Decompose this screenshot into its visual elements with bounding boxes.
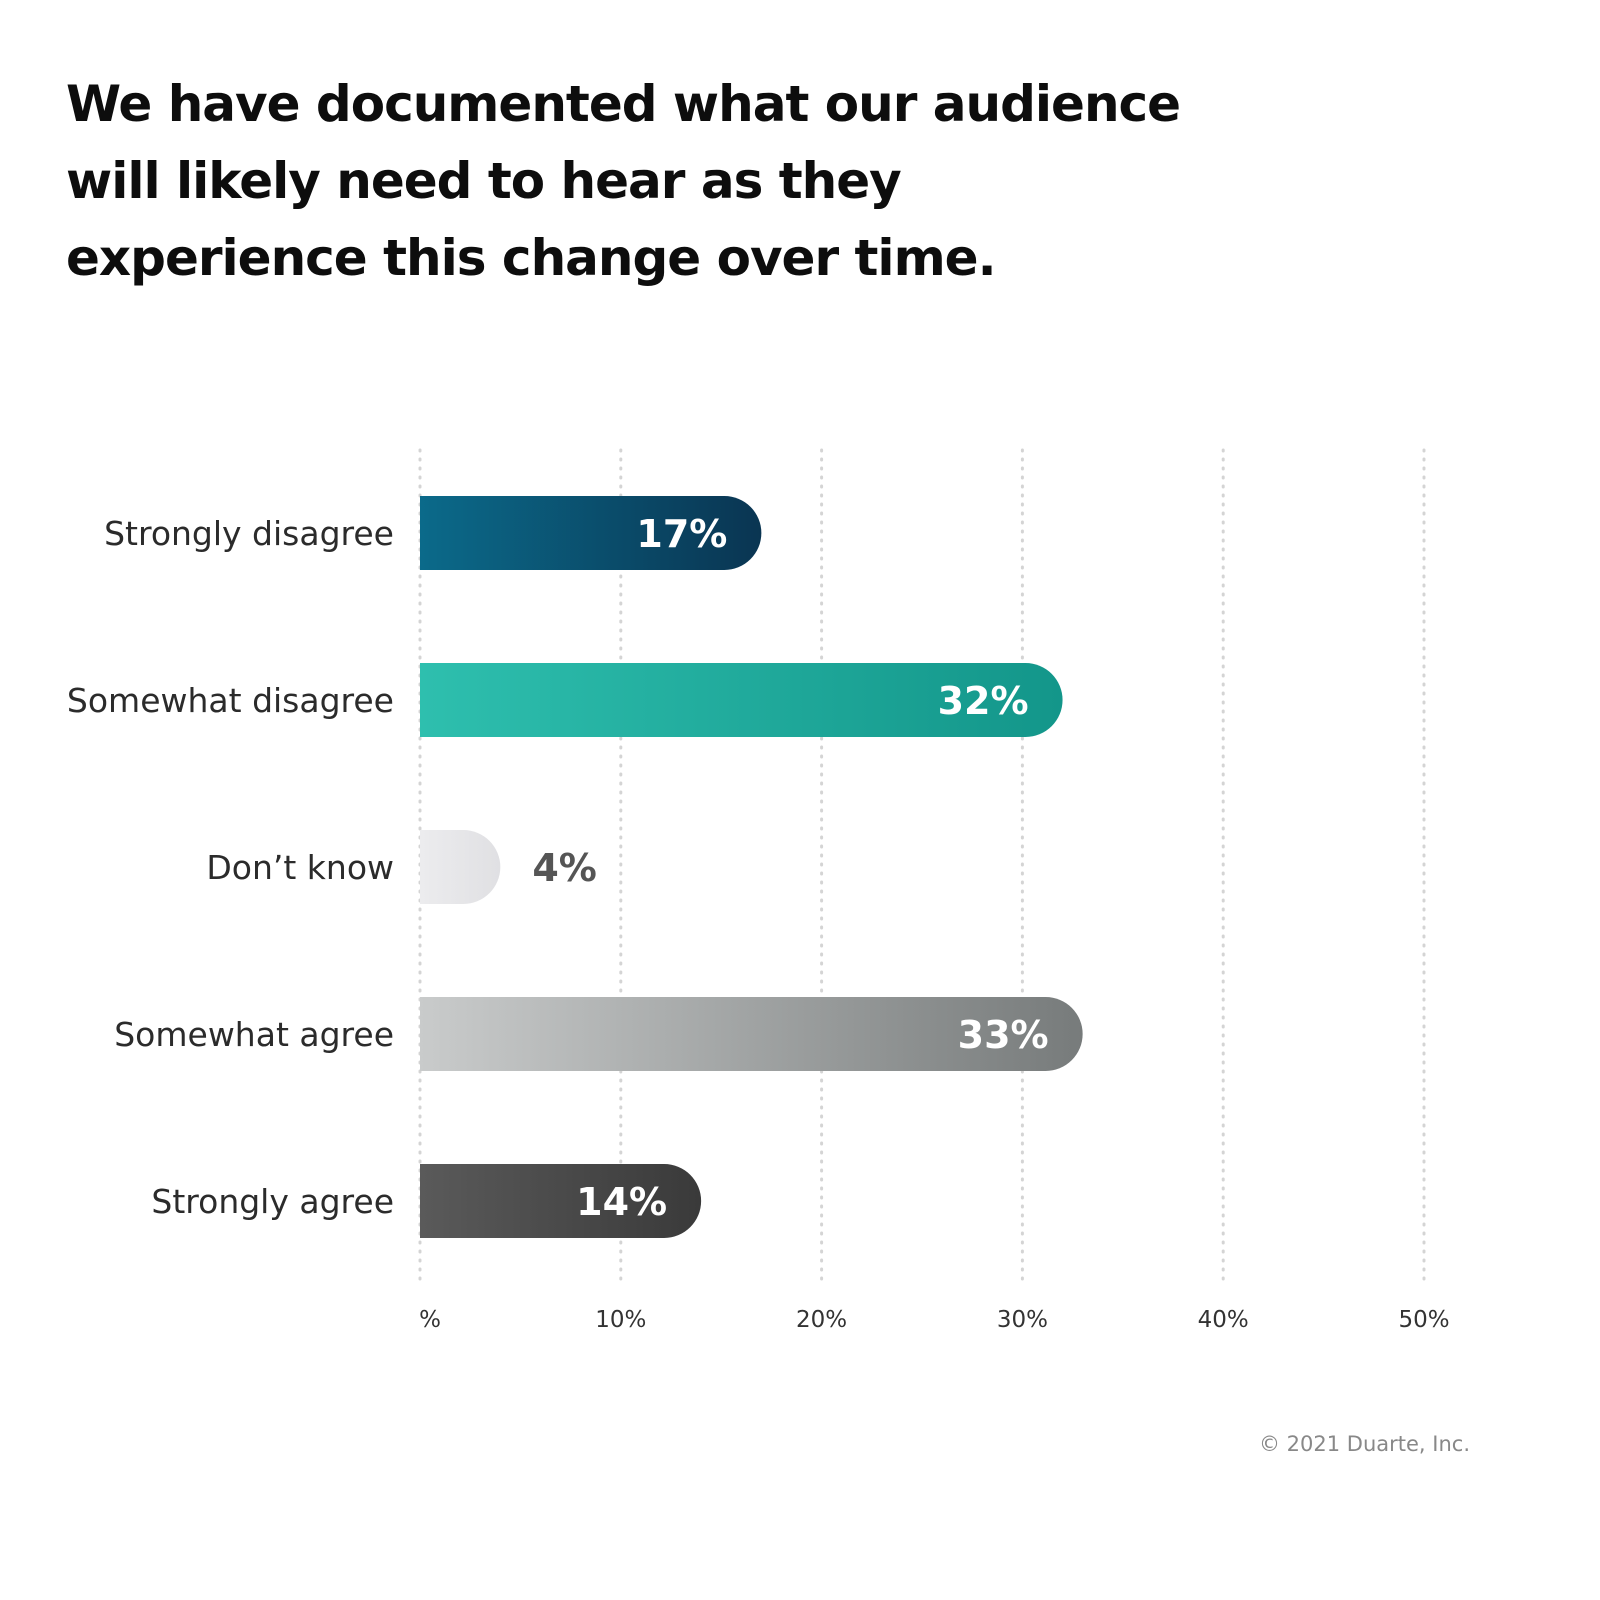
- x-axis-ticks: % 10% 20% 30% 40% 50%: [419, 1307, 1449, 1333]
- copyright-text: © 2021 Duarte, Inc.: [1258, 1432, 1470, 1456]
- x-tick-label: %: [419, 1307, 441, 1333]
- value-label: 4%: [532, 846, 597, 890]
- bar: [420, 997, 1083, 1071]
- x-tick-label: 30%: [997, 1307, 1048, 1333]
- category-label: Strongly disagree: [104, 514, 394, 553]
- x-tick-label: 50%: [1398, 1307, 1449, 1333]
- category-label: Strongly agree: [151, 1182, 394, 1221]
- chart-title: We have documented what our audience wil…: [66, 75, 1181, 287]
- x-tick-label: 40%: [1198, 1307, 1249, 1333]
- bar: [420, 663, 1063, 737]
- bar: [420, 830, 501, 904]
- bar-chart: Strongly disagree 17% Somewhat disagree 32%…: [67, 448, 1450, 1333]
- category-label: Somewhat agree: [114, 1015, 394, 1054]
- bar: [420, 496, 762, 570]
- bars: Strongly disagree 17% Somewhat disagree 32%…: [67, 496, 1083, 1238]
- bar: [420, 1164, 702, 1238]
- category-label: Don’t know: [206, 848, 394, 887]
- value-label: 32%: [938, 679, 1029, 723]
- value-label: 17%: [636, 512, 727, 556]
- value-label: 14%: [576, 1180, 667, 1224]
- value-label: 33%: [958, 1013, 1049, 1057]
- category-label: Somewhat disagree: [67, 681, 394, 720]
- x-tick-label: 20%: [796, 1307, 847, 1333]
- x-tick-label: 10%: [595, 1307, 646, 1333]
